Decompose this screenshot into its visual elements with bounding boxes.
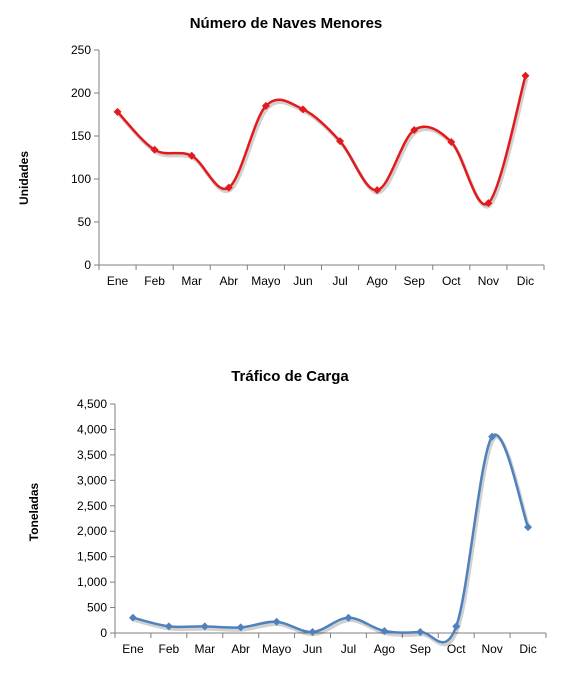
x-tick-label: Jun xyxy=(303,642,322,656)
data-point-marker xyxy=(308,627,317,636)
x-tick-label: Mayo xyxy=(262,642,292,656)
y-tick-label: 150 xyxy=(71,129,91,143)
y-tick-label: 0 xyxy=(84,258,91,272)
x-tick-label: Ene xyxy=(122,642,144,656)
data-point-marker xyxy=(224,183,233,192)
data-point-marker xyxy=(336,137,345,146)
series-line-shadow xyxy=(117,77,529,209)
data-point-marker xyxy=(164,622,173,631)
x-tick-label: Mar xyxy=(194,642,215,656)
y-tick-label: 4,000 xyxy=(77,422,107,436)
x-tick-label: Ene xyxy=(107,274,129,288)
x-tick-label: Jul xyxy=(341,642,356,656)
data-point-marker xyxy=(521,71,530,80)
series-line-shadow xyxy=(134,435,532,647)
data-point-marker xyxy=(410,125,419,134)
data-point-marker xyxy=(488,432,497,441)
data-point-marker xyxy=(344,613,353,622)
x-tick-label: Feb xyxy=(144,274,165,288)
chart-trafico-carga: Tráfico de Carga Toneladas 0 500 1,000 1,50… xyxy=(27,368,547,656)
y-tick-label: 1,000 xyxy=(77,575,107,589)
chart-title: Número de Naves Menores xyxy=(190,15,383,32)
x-tick-label: Oct xyxy=(442,274,461,288)
data-point-marker xyxy=(373,186,382,195)
data-point-marker xyxy=(298,105,307,114)
chart-naves-menores: Número de Naves Menores Unidades 0 50 100 1… xyxy=(17,15,545,288)
data-point-marker xyxy=(447,138,456,147)
y-tick-label: 3,500 xyxy=(77,448,107,462)
data-point-marker xyxy=(113,107,122,116)
data-point-marker xyxy=(484,199,493,208)
y-tick-label: 250 xyxy=(71,43,91,57)
x-tick-label: Dic xyxy=(517,274,534,288)
y-tick-label: 2,500 xyxy=(77,499,107,513)
y-tick-label: 500 xyxy=(87,601,107,615)
x-tick-label: Mayo xyxy=(251,274,281,288)
data-point-marker xyxy=(452,622,461,631)
data-point-marker xyxy=(524,523,533,532)
x-tick-label: Feb xyxy=(159,642,180,656)
y-tick-label: 200 xyxy=(71,86,91,100)
y-tick-label: 0 xyxy=(100,626,107,640)
data-point-marker xyxy=(187,151,196,160)
x-tick-label: Mar xyxy=(181,274,202,288)
x-tick-label: Sep xyxy=(410,642,432,656)
x-tick-label: Abr xyxy=(231,642,250,656)
y-tick-label: 1,500 xyxy=(77,550,107,564)
data-point-marker xyxy=(261,101,270,110)
x-tick-label: Ago xyxy=(374,642,396,656)
y-tick-label: 50 xyxy=(78,215,92,229)
plot-area: 0 500 1,000 1,500 2,000 2,500 3,000 3,500 4,000 4… xyxy=(77,397,547,656)
data-point-marker xyxy=(236,623,245,632)
data-point-marker xyxy=(200,622,209,631)
data-point-marker xyxy=(272,617,281,626)
data-point-marker xyxy=(150,145,159,154)
data-point-marker xyxy=(128,613,137,622)
x-tick-label: Jun xyxy=(293,274,312,288)
x-tick-label: Abr xyxy=(219,274,238,288)
series-line xyxy=(132,433,530,644)
series-line xyxy=(116,75,527,206)
chart-title: Tráfico de Carga xyxy=(231,368,349,385)
x-tick-label: Jul xyxy=(332,274,347,288)
plot-area: 0 50 100 150 200 250 Ene Feb Mar Abr Mayo Jun Jul Ago… xyxy=(71,43,545,288)
y-axis-label: Unidades xyxy=(17,151,31,205)
x-tick-label: Nov xyxy=(478,274,499,288)
x-tick-label: Oct xyxy=(447,642,466,656)
y-tick-label: 100 xyxy=(71,172,91,186)
x-tick-label: Sep xyxy=(404,274,426,288)
y-tick-label: 4,500 xyxy=(77,397,107,411)
x-tick-label: Nov xyxy=(481,642,502,656)
x-tick-label: Dic xyxy=(519,642,536,656)
y-tick-label: 3,000 xyxy=(77,473,107,487)
x-tick-label: Ago xyxy=(366,274,388,288)
y-tick-label: 2,000 xyxy=(77,524,107,538)
data-point-marker xyxy=(416,627,425,636)
y-axis-label: Toneladas xyxy=(27,482,41,541)
data-point-marker xyxy=(380,626,389,635)
